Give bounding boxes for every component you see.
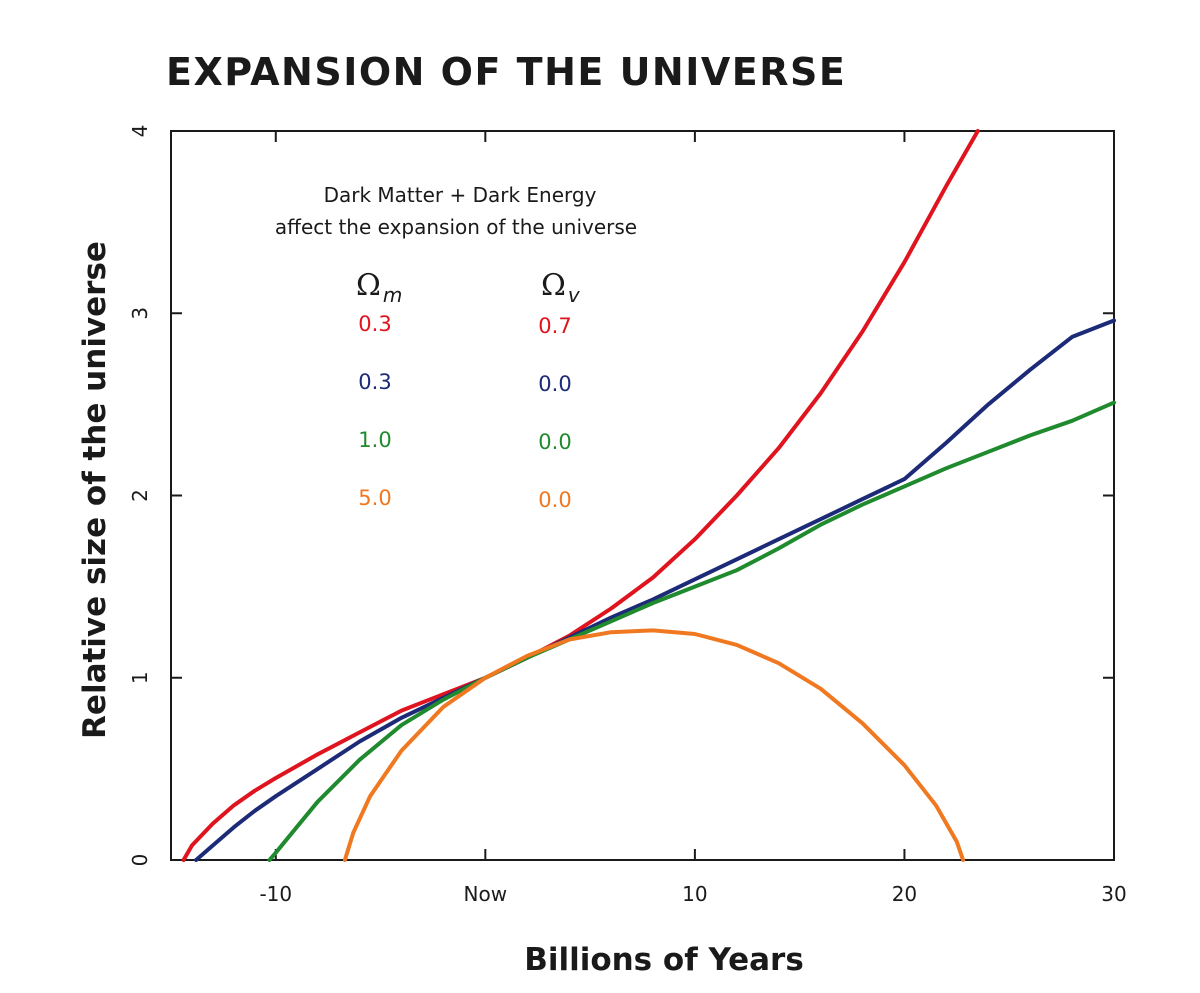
x-tick-label: 30 bbox=[1101, 882, 1126, 906]
series-line-1 bbox=[181, 129, 980, 862]
x-tick-label: 20 bbox=[892, 882, 917, 906]
tick-labels: -10 Now 10 20 30 0 1 2 3 4 bbox=[128, 125, 1127, 906]
series-line-2 bbox=[194, 318, 1116, 862]
omega-v-value: 0.0 bbox=[538, 430, 571, 454]
y-axis-label: Relative size of the universe bbox=[77, 241, 113, 739]
omega-m-value: 0.3 bbox=[358, 312, 391, 336]
omega-m-value: 0.3 bbox=[358, 370, 391, 394]
annotation: Dark Matter + Dark Energy affect the exp… bbox=[275, 183, 637, 239]
y-tick-label: 1 bbox=[128, 671, 152, 684]
x-tick-label: 10 bbox=[682, 882, 707, 906]
omega-m-value: 1.0 bbox=[358, 428, 391, 452]
annotation-line-1: Dark Matter + Dark Energy bbox=[324, 183, 597, 207]
x-tick-label: -10 bbox=[259, 882, 292, 906]
y-tick-label: 4 bbox=[128, 125, 152, 138]
omega-v-value: 0.0 bbox=[538, 372, 571, 396]
omega-m-value: 5.0 bbox=[358, 486, 391, 510]
annotation-line-2: affect the expansion of the universe bbox=[275, 215, 637, 239]
y-tick-label: 0 bbox=[128, 854, 152, 867]
x-tick-label: Now bbox=[464, 882, 508, 906]
chart-title: EXPANSION OF THE UNIVERSE bbox=[166, 50, 846, 94]
axis-ticks bbox=[171, 131, 1114, 860]
y-tick-label: 3 bbox=[128, 307, 152, 320]
series-lines bbox=[181, 129, 1116, 862]
omega-m-subscript: m bbox=[383, 283, 402, 307]
x-axis-label: Billions of Years bbox=[524, 942, 804, 978]
omega-v-symbol: Ω bbox=[541, 268, 566, 303]
plot-frame bbox=[170, 130, 1115, 861]
plot-border bbox=[170, 130, 1115, 861]
y-tick-label: 2 bbox=[128, 489, 152, 502]
omega-m-symbol: Ω bbox=[356, 268, 381, 303]
omega-v-value: 0.7 bbox=[538, 314, 571, 338]
omega-v-value: 0.0 bbox=[538, 488, 571, 512]
series-line-3 bbox=[267, 400, 1116, 862]
series-line-4 bbox=[342, 628, 966, 862]
omega-v-subscript: v bbox=[568, 283, 581, 307]
